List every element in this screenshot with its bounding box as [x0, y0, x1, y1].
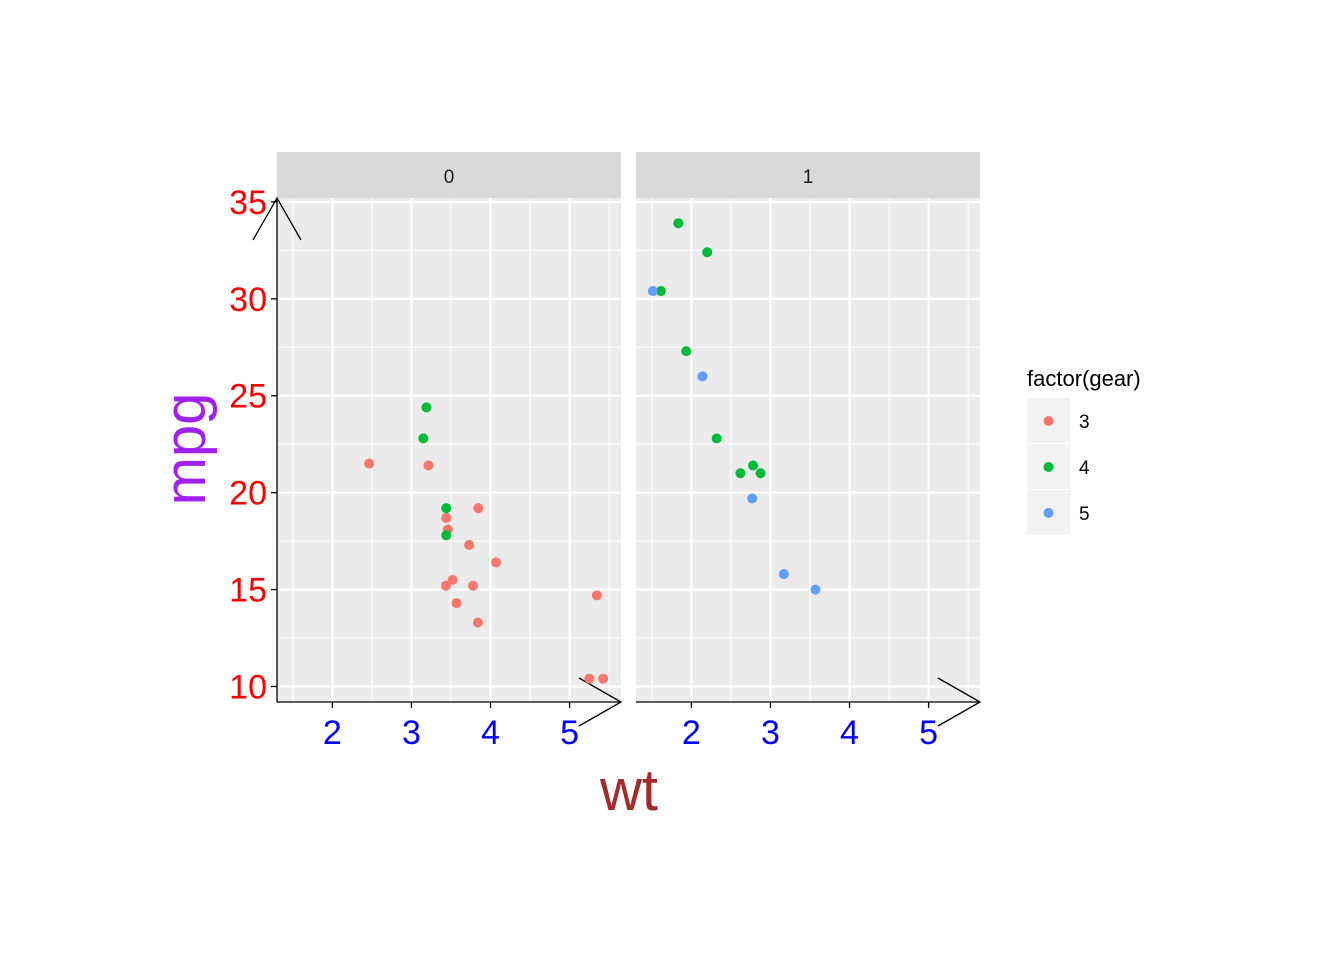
legend-entry-label: 3 — [1079, 412, 1090, 433]
data-point-gear-5 — [647, 286, 658, 297]
legend-keys: 3 4 5 — [1027, 398, 1090, 535]
data-point-gear-3 — [468, 580, 479, 591]
y-tick-label: 25 — [229, 378, 267, 416]
x-axis-arrowhead — [578, 677, 623, 727]
x-tick-label: 4 — [840, 714, 859, 752]
facet-strip — [277, 152, 621, 198]
x-tick-label: 2 — [682, 714, 701, 752]
data-point-gear-5 — [697, 371, 708, 382]
data-point-gear-3 — [451, 598, 462, 609]
data-point-gear-4 — [735, 468, 746, 479]
data-point-gear-4 — [755, 468, 766, 479]
data-point-gear-3 — [472, 617, 483, 628]
data-point-gear-3 — [473, 503, 484, 514]
y-tick-label: 15 — [229, 572, 267, 610]
y-tick-label: 30 — [229, 281, 267, 319]
data-point-gear-4 — [702, 247, 713, 258]
x-tick-label: 5 — [919, 714, 938, 752]
legend-title: factor(gear) — [1027, 366, 1141, 391]
data-point-gear-3 — [423, 460, 434, 471]
data-point-gear-3 — [447, 574, 458, 585]
data-point-gear-3 — [440, 580, 451, 591]
legend-key-marker — [1043, 462, 1054, 472]
axes-layer: 2 3 4 5 2 3 4 5 10 15 20 25 30 35 — [229, 184, 982, 752]
legend-key-marker — [1043, 508, 1054, 518]
x-tick-label: 5 — [560, 714, 579, 752]
data-point-gear-4 — [441, 503, 452, 514]
data-point-gear-3 — [584, 673, 595, 684]
data-point-gear-4 — [681, 346, 692, 357]
legend-key-marker — [1043, 416, 1054, 426]
y-tick-label: 35 — [229, 184, 267, 222]
data-point-gear-3 — [464, 539, 475, 550]
data-point-gear-3 — [491, 557, 502, 568]
data-point-gear-5 — [810, 584, 821, 595]
data-point-gear-3 — [441, 512, 452, 523]
data-point-gear-5 — [778, 569, 789, 580]
x-axis-1: 2 3 4 5 — [636, 677, 982, 752]
x-axis-title: wt — [599, 758, 658, 823]
legend-entry-3: 3 — [1027, 398, 1090, 443]
x-tick-label: 4 — [481, 714, 500, 752]
x-tick-label: 2 — [323, 714, 342, 752]
legend-entry-label: 4 — [1079, 458, 1090, 479]
y-tick-label: 10 — [229, 668, 267, 706]
data-point-gear-4 — [748, 460, 759, 471]
legend-entry-5: 5 — [1027, 490, 1090, 535]
data-point-gear-4 — [418, 433, 429, 444]
panel-background — [636, 198, 980, 702]
data-point-gear-5 — [747, 493, 758, 504]
y-axis: 10 15 20 25 30 35 — [229, 184, 302, 706]
legend-entry-4: 4 — [1027, 444, 1090, 489]
data-point-gear-4 — [711, 433, 722, 444]
facet-panel-1: 1 — [636, 152, 980, 702]
points-layer — [364, 218, 821, 684]
data-point-gear-3 — [598, 673, 609, 684]
data-point-gear-4 — [673, 218, 684, 229]
data-point-gear-3 — [364, 458, 375, 469]
x-tick-label: 3 — [761, 714, 780, 752]
x-axis-0: 2 3 4 5 — [277, 677, 623, 752]
data-point-gear-4 — [441, 530, 452, 541]
data-point-gear-4 — [655, 286, 666, 297]
facet-panel-0: 0 — [277, 152, 621, 702]
legend: factor(gear) 3 4 5 — [1027, 366, 1141, 535]
panel-background — [277, 198, 621, 702]
legend-entry-label: 5 — [1079, 504, 1090, 525]
y-axis-arrowhead — [252, 196, 302, 241]
x-tick-label: 3 — [402, 714, 421, 752]
data-point-gear-4 — [421, 402, 432, 413]
data-point-gear-3 — [591, 590, 602, 601]
facet-strip-label: 0 — [444, 167, 455, 188]
facet-strip-label: 1 — [803, 167, 814, 188]
x-axis-arrowhead — [937, 677, 982, 727]
y-axis-title: mpg — [153, 393, 218, 506]
facet-strip — [636, 152, 980, 198]
y-tick-label: 20 — [229, 475, 267, 513]
